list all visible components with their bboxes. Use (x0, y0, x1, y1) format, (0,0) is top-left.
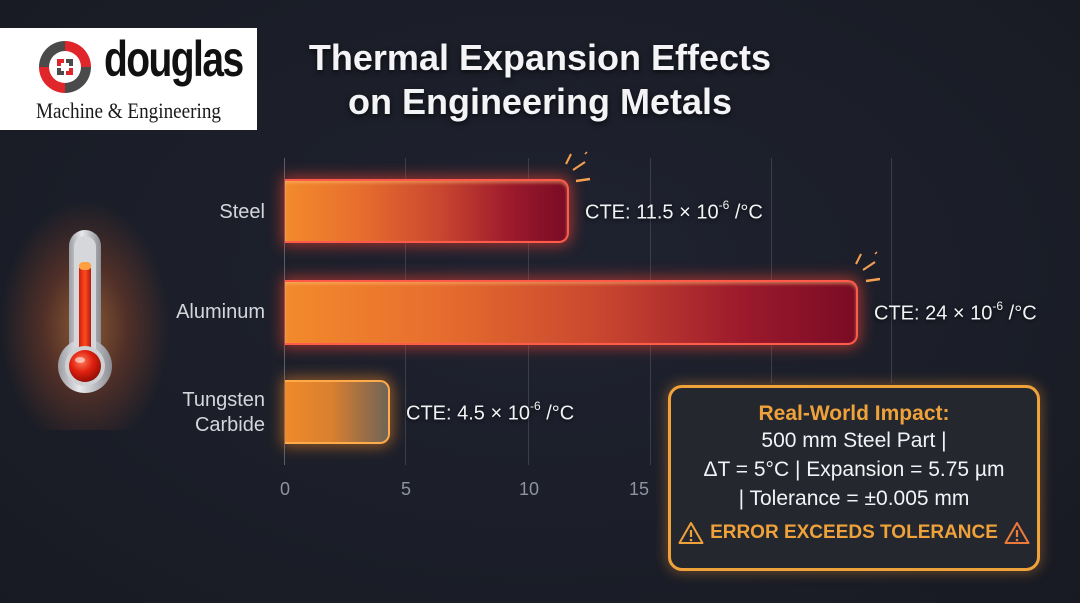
thermometer-icon (58, 230, 112, 393)
spark-icon (855, 251, 881, 283)
spark-icon (565, 151, 591, 183)
x-tick-15: 15 (628, 479, 650, 499)
impact-line-1: 500 mm Steel Part | (761, 429, 947, 452)
category-label-text: Tungsten Carbide (182, 389, 265, 436)
logo-wordmark: douglas (104, 31, 244, 87)
impact-callout: Real-World Impact: 500 mm Steel Part | Δ… (668, 385, 1040, 571)
impact-title: Real-World Impact: (758, 402, 950, 425)
value-label-steel: CTE: 11.5 × 10-6 /°C (585, 198, 763, 224)
impact-line-2: ΔT = 5°C | Expansion = 5.75 µm (703, 458, 1005, 481)
impact-line-3: | Tolerance = ±0.005 mm (738, 487, 970, 510)
title-line-1: Thermal Expansion Effects (308, 37, 772, 78)
x-tick-5: 5 (400, 479, 412, 499)
company-logo: douglas Machine & Engineering (0, 28, 257, 130)
bar-tungsten-carbide (285, 380, 390, 444)
title-line-2: on Engineering Metals (347, 81, 733, 122)
category-label-tungsten-carbide: Tungsten Carbide (115, 388, 265, 438)
x-tick-0: 0 (279, 479, 291, 499)
warning-icon (678, 522, 704, 544)
tolerance-warning: ERROR EXCEEDS TOLERANCE (671, 521, 1037, 545)
page-title: Thermal Expansion Effects on Engineering… (270, 36, 810, 124)
category-label-steel: Steel (219, 201, 265, 223)
value-label-aluminum: CTE: 24 × 10-6 /°C (874, 299, 1037, 325)
logo-mark-icon (39, 41, 91, 93)
x-tick-10: 10 (518, 479, 540, 499)
logo-subtitle: Machine & Engineering (36, 98, 221, 123)
gridline-0 (284, 158, 285, 465)
gridline-20 (771, 158, 772, 383)
warning-text: ERROR EXCEEDS TOLERANCE (710, 522, 998, 543)
gridline-25 (891, 158, 892, 383)
warning-icon (1004, 522, 1030, 544)
bar-steel (285, 179, 569, 243)
value-label-tungsten-carbide: CTE: 4.5 × 10-6 /°C (406, 399, 575, 425)
bar-aluminum (285, 280, 858, 345)
category-label-aluminum: Aluminum (176, 301, 265, 323)
